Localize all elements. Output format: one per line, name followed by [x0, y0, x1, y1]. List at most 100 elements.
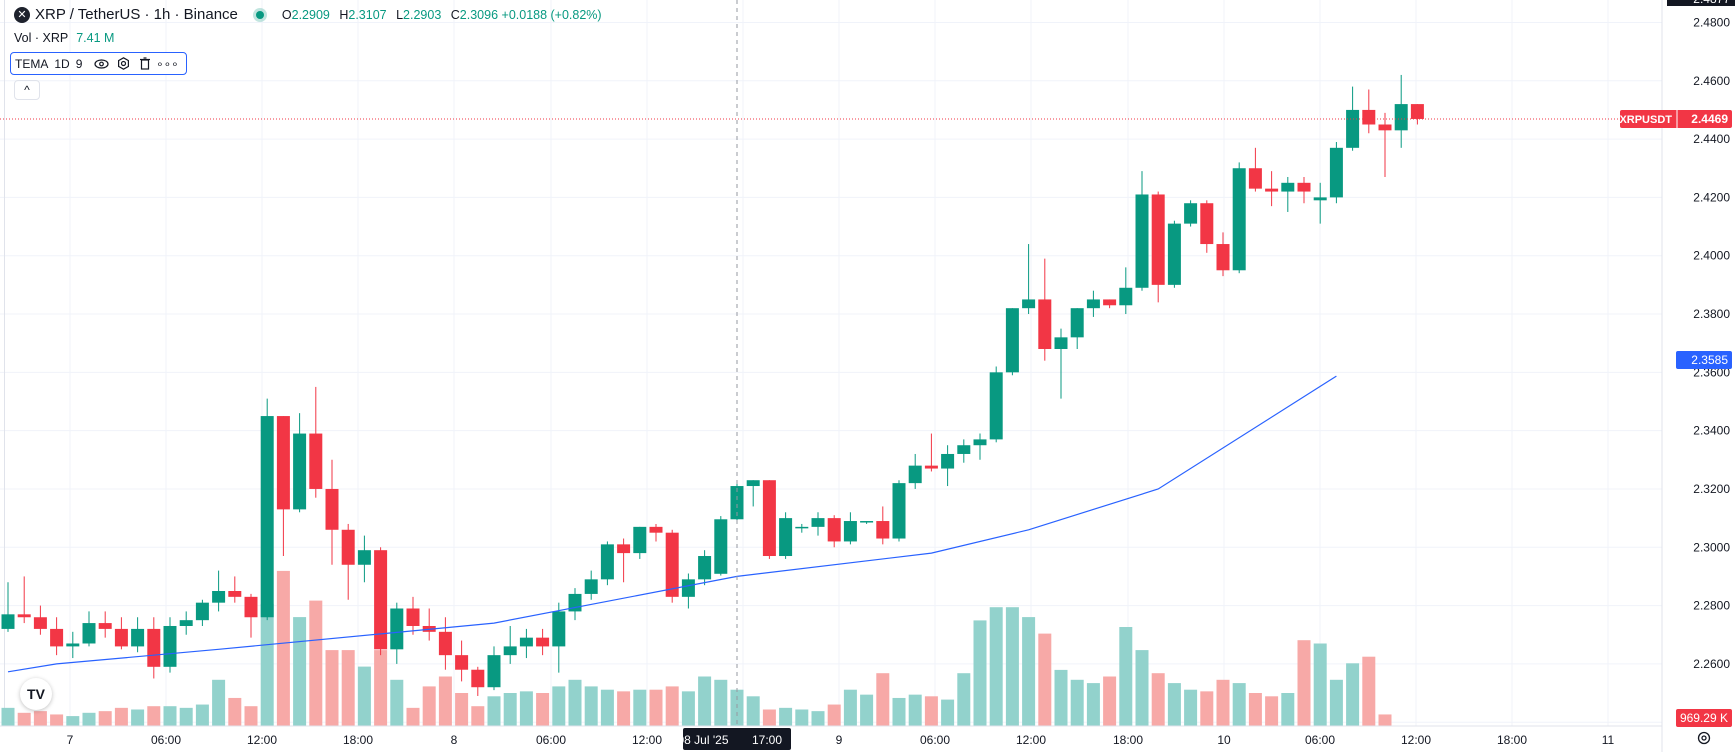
- candle-body: [795, 526, 809, 529]
- tradingview-logo[interactable]: TV: [20, 678, 52, 710]
- symbol-title[interactable]: XRP / TetherUS · 1h · Binance: [35, 6, 238, 23]
- x-icon: ✕: [14, 6, 30, 23]
- time-tick-label: 12:00: [1401, 733, 1431, 747]
- volume-bar: [811, 711, 825, 726]
- volume-bar: [325, 650, 339, 726]
- time-tick-label: 06:00: [920, 733, 950, 747]
- volume-bar: [762, 709, 776, 726]
- volume-bar: [1265, 696, 1279, 726]
- volume-bar: [357, 666, 371, 726]
- close-value: 2.3096: [459, 7, 499, 22]
- price-tick-label: 2.4000: [1693, 249, 1730, 263]
- volume-bar: [568, 679, 582, 726]
- volume-bar: [244, 706, 258, 726]
- volume-bar: [746, 696, 760, 726]
- volume-bar: [536, 693, 550, 726]
- candle-body: [487, 655, 501, 688]
- volume-bar: [1005, 607, 1019, 726]
- candle-body: [438, 631, 452, 656]
- time-tick-label: 12:00: [247, 733, 277, 747]
- volume-bar: [406, 707, 420, 726]
- candle-body: [503, 646, 517, 656]
- volume-bar: [1135, 650, 1149, 726]
- volume-value: 7.41 M: [76, 31, 115, 45]
- candle-body: [212, 591, 226, 603]
- gear-icon[interactable]: [112, 55, 134, 73]
- volume-label[interactable]: Vol · XRP: [14, 31, 69, 45]
- candle-body: [17, 614, 31, 618]
- indicator-params: 1D: [54, 56, 70, 71]
- candle-body: [179, 620, 193, 626]
- volume-bar: [1086, 683, 1100, 726]
- time-tick-label: 11: [1602, 733, 1615, 747]
- volume-bar: [892, 697, 906, 726]
- indicator-name[interactable]: TEMA: [15, 56, 49, 71]
- price-tick-label: 2.3800: [1693, 307, 1730, 321]
- volume-bar: [82, 712, 96, 726]
- volume-bar: [1200, 691, 1214, 726]
- collapse-legend-button[interactable]: ^: [14, 80, 40, 100]
- volume-bar: [114, 707, 128, 726]
- volume-bar: [795, 709, 809, 726]
- candle-body: [552, 611, 566, 647]
- indicator-legend[interactable]: TEMA 1D 9 ∘∘∘: [10, 52, 188, 75]
- volume-bar: [309, 600, 323, 726]
- symbol-legend: ✕ XRP / TetherUS · 1h · Binance O2.2909 …: [14, 6, 602, 23]
- volume-bar: [1151, 673, 1165, 726]
- price-axis[interactable]: 2.48002.46002.44002.42002.40002.38002.36…: [1619, 0, 1735, 729]
- candle-body: [957, 445, 971, 454]
- time-tick-label: 18:00: [1113, 733, 1143, 747]
- price-tick-label: 2.3200: [1693, 482, 1730, 496]
- volume-bar: [827, 704, 841, 726]
- eye-icon[interactable]: [90, 55, 112, 73]
- volume-bar: [1, 707, 15, 726]
- volume-bar: [1184, 689, 1198, 726]
- volume-legend: Vol · XRP 7.41 M: [14, 31, 114, 45]
- volume-bar: [1119, 627, 1133, 726]
- volume-bar: [276, 570, 290, 726]
- volume-bar: [714, 679, 728, 726]
- market-status-icon: [255, 10, 264, 19]
- volume-bar: [260, 603, 274, 726]
- volume-bar: [179, 707, 193, 726]
- candle-body: [519, 637, 533, 647]
- candle-body: [730, 486, 744, 520]
- time-tick-label: 10: [1217, 733, 1231, 747]
- volume-bar: [1281, 693, 1295, 726]
- price-tick-label: 2.3000: [1693, 540, 1730, 554]
- volume-bar: [33, 711, 47, 726]
- volume-bar: [1297, 640, 1311, 726]
- volume-bar: [649, 689, 663, 726]
- candle-body: [1, 614, 15, 629]
- volume-bar: [163, 706, 177, 726]
- volume-bar: [633, 689, 647, 726]
- candle-body: [325, 488, 339, 530]
- candle-body: [827, 518, 841, 542]
- candle-body: [941, 453, 955, 469]
- time-axis[interactable]: 7 06:00 12:00 18:00 8 06:00 12:00 9 06:00 12:00 18…: [0, 725, 1662, 750]
- time-tick-label: 06:00: [1305, 733, 1335, 747]
- candle-body: [471, 669, 485, 688]
- candle-body: [406, 608, 420, 626]
- trash-icon[interactable]: [134, 55, 156, 73]
- volume-bar: [1362, 656, 1376, 726]
- candle-body: [390, 608, 404, 650]
- chart-settings-icon[interactable]: [1697, 731, 1711, 748]
- volume-bar: [681, 691, 695, 726]
- candle-body: [876, 521, 890, 539]
- candle-body: [50, 628, 64, 647]
- volume-bar: [1022, 617, 1036, 726]
- candle-body: [1216, 244, 1230, 271]
- ohlc-values: O2.2909 H2.3107 L2.2903 C2.3096 +0.0188 …: [282, 8, 602, 22]
- close-label: C: [450, 7, 460, 22]
- candle-body: [762, 480, 776, 557]
- low-value: 2.2903: [403, 7, 442, 22]
- volume-bar: [860, 694, 874, 726]
- volume-bar: [503, 693, 517, 726]
- candle-body: [1346, 109, 1360, 148]
- more-icon[interactable]: ∘∘∘: [156, 56, 179, 71]
- volume-bar: [1248, 693, 1262, 726]
- candle-body: [260, 416, 274, 618]
- candle-body: [1151, 194, 1165, 285]
